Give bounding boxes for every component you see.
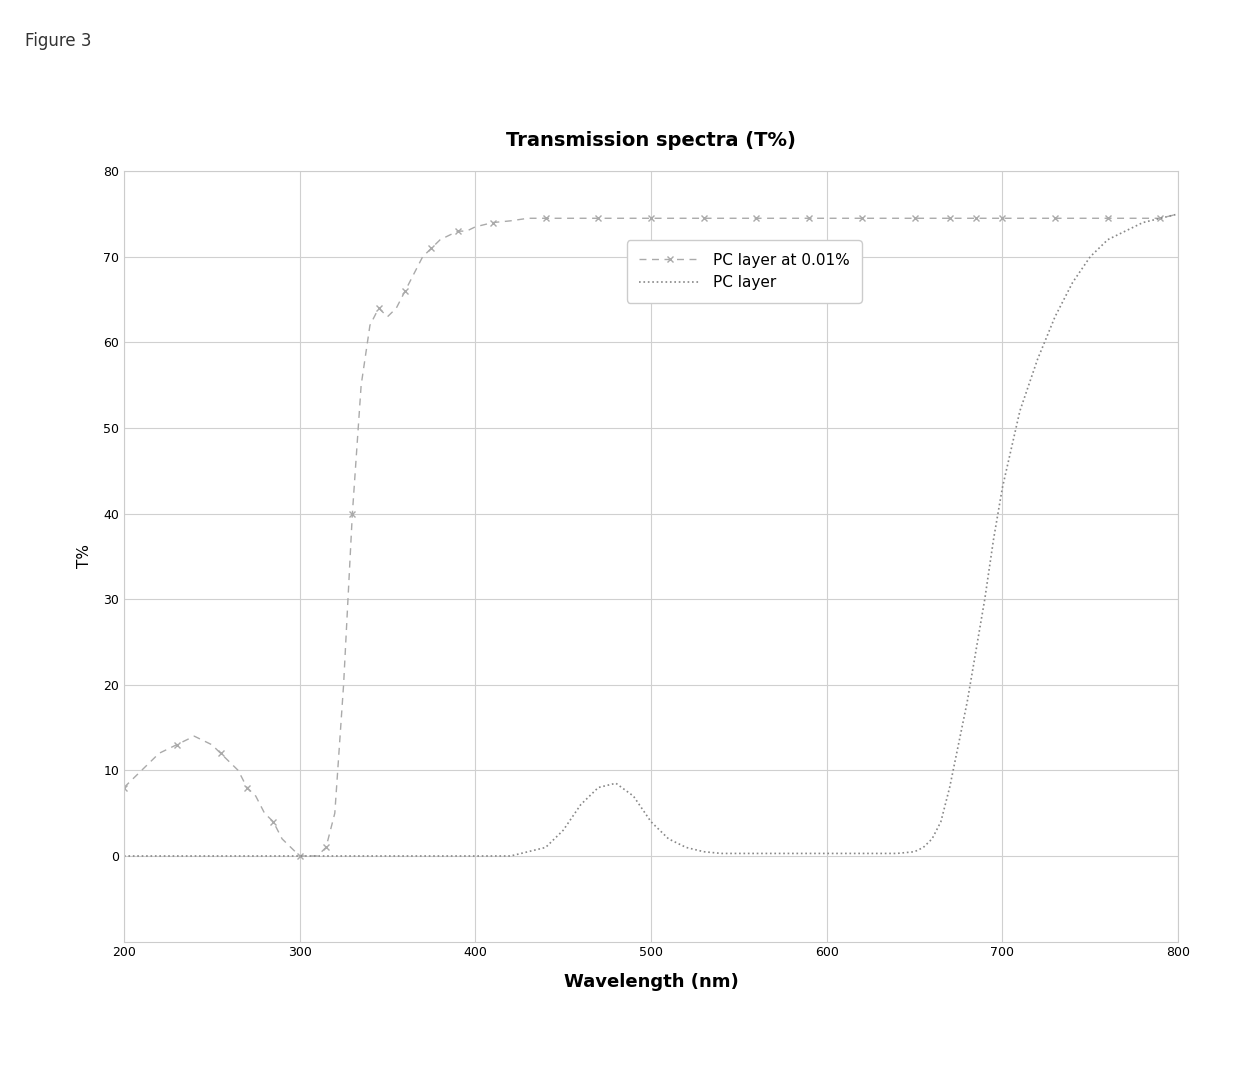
X-axis label: Wavelength (nm): Wavelength (nm) <box>564 974 738 991</box>
PC layer <box>327 850 342 862</box>
PC layer <box>467 850 482 862</box>
PC layer <box>503 850 518 862</box>
PC layer <box>1171 208 1185 220</box>
PC layer at 0.01% <box>1171 208 1185 220</box>
Legend: PC layer at 0.01%, PC layer: PC layer at 0.01%, PC layer <box>627 241 862 303</box>
PC layer at 0.01% <box>714 212 729 225</box>
PC layer <box>661 832 676 845</box>
PC layer at 0.01% <box>820 212 835 225</box>
PC layer at 0.01% <box>1030 212 1045 225</box>
PC layer at 0.01% <box>117 781 131 794</box>
PC layer <box>424 850 439 862</box>
PC layer at 0.01% <box>697 212 712 225</box>
PC layer at 0.01% <box>766 212 781 225</box>
PC layer <box>117 850 131 862</box>
Title: Transmission spectra (T%): Transmission spectra (T%) <box>506 132 796 150</box>
Text: Figure 3: Figure 3 <box>25 32 92 50</box>
Line: PC layer at 0.01%: PC layer at 0.01% <box>120 211 1182 859</box>
PC layer <box>415 850 430 862</box>
PC layer at 0.01% <box>485 216 500 229</box>
Y-axis label: T%: T% <box>77 545 92 568</box>
PC layer at 0.01% <box>293 850 308 862</box>
Line: PC layer: PC layer <box>124 214 1178 856</box>
